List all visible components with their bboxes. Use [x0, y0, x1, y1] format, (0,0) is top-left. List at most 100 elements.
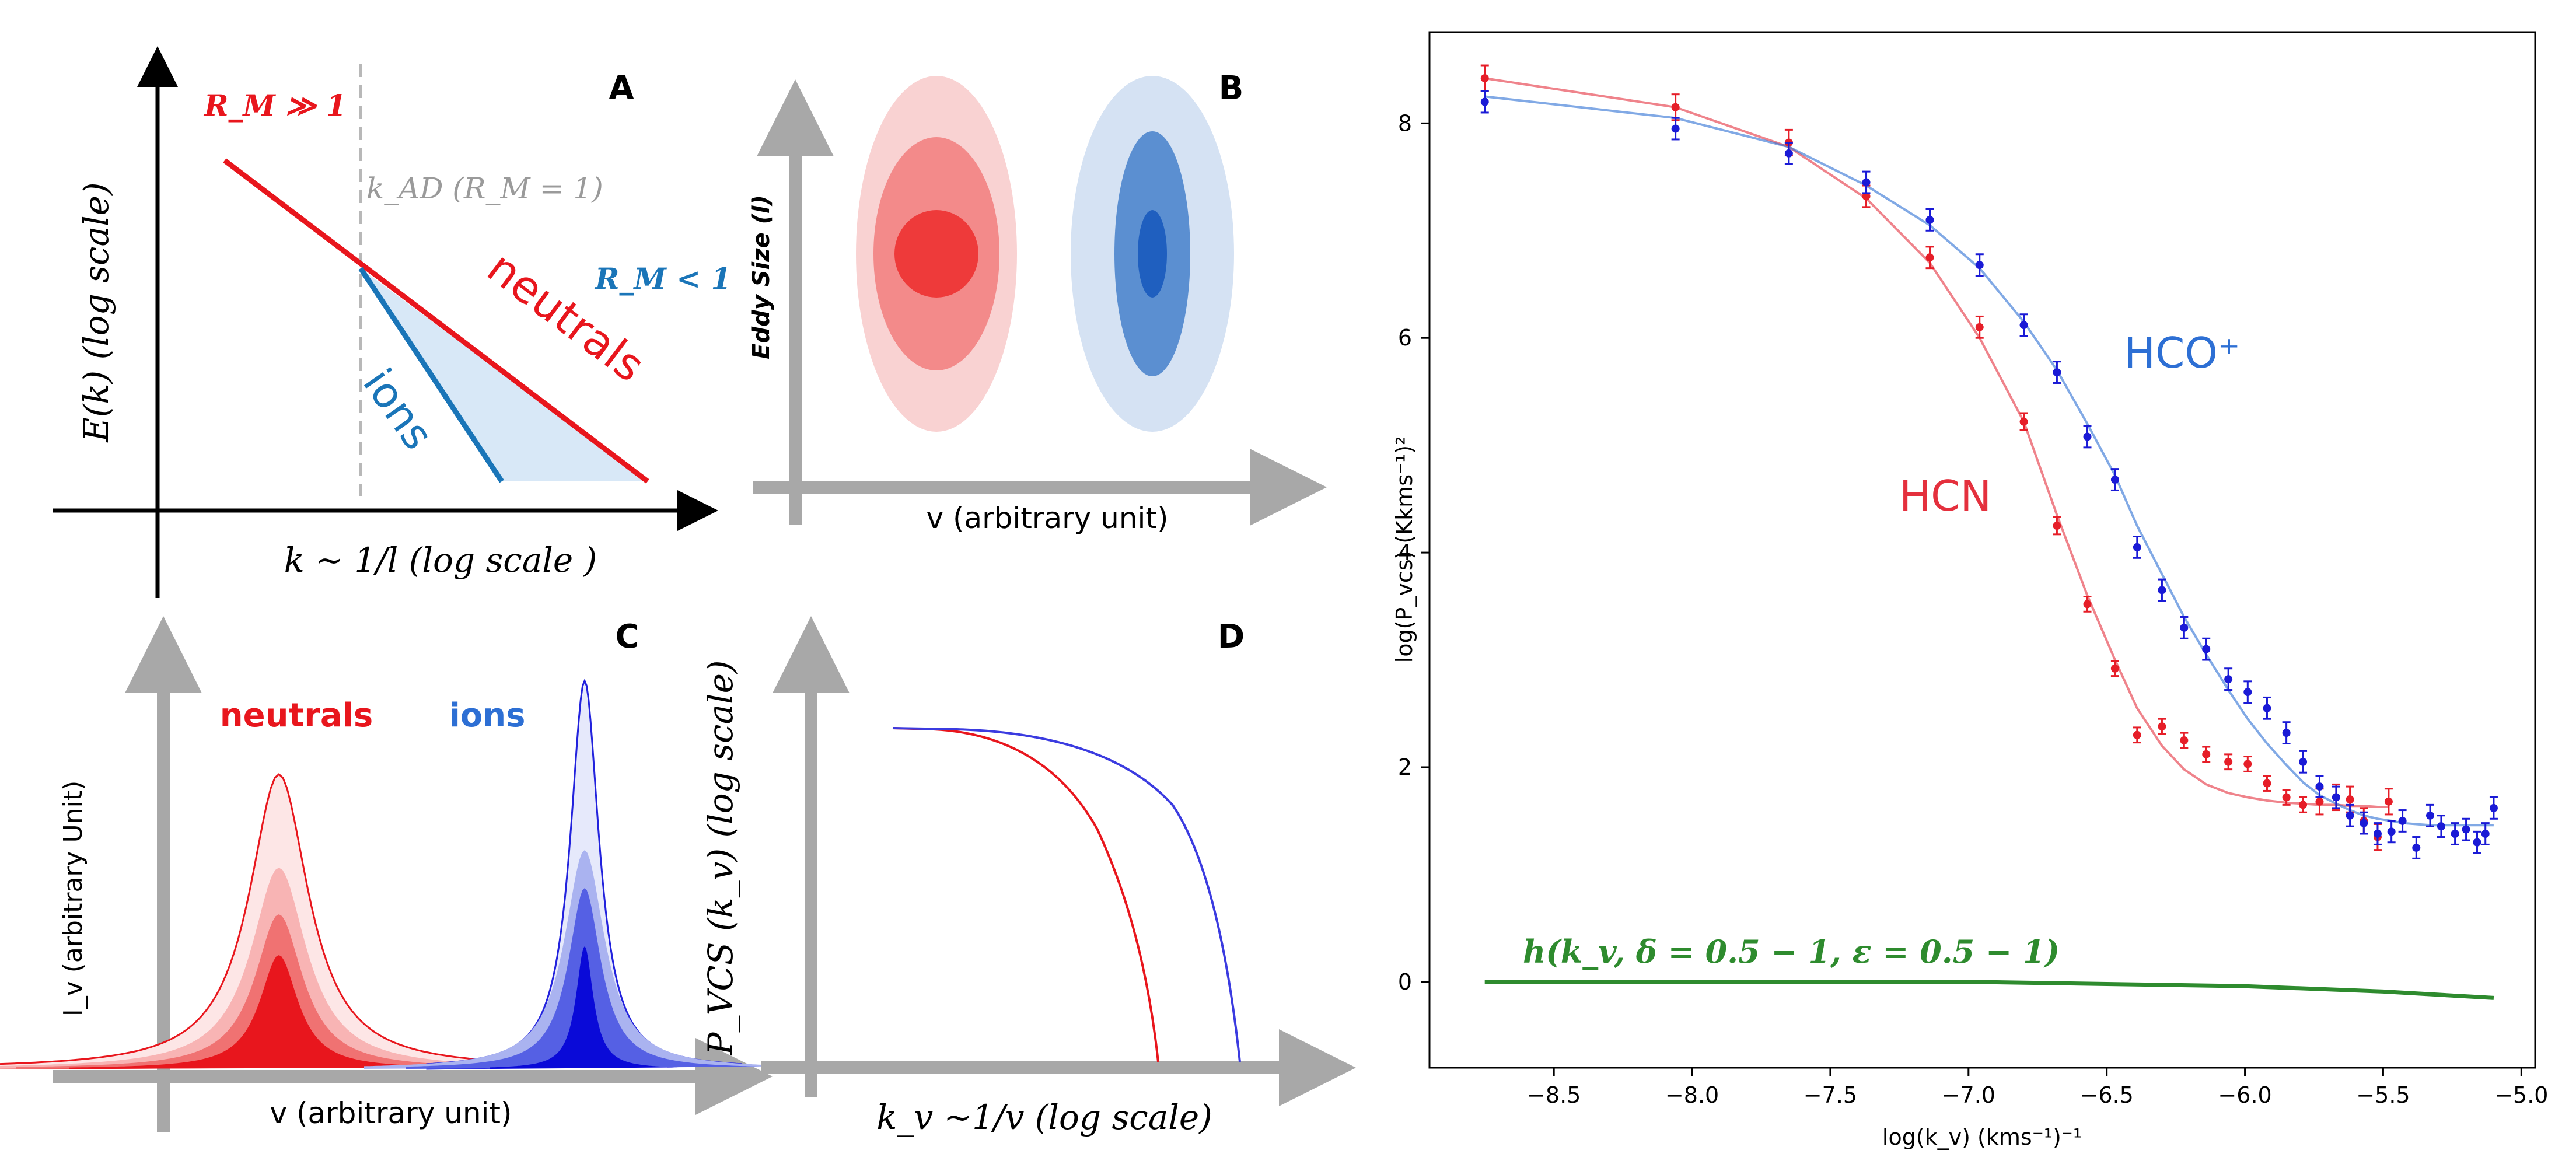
neutrals-peak-label: neutrals: [220, 697, 373, 735]
panel-a-x-label: k ~ 1/l (log scale ): [284, 540, 597, 580]
hcn-point: [2282, 789, 2291, 806]
panel-a-y-label: E(k) (log scale): [76, 182, 116, 442]
hco-point: [2263, 696, 2271, 720]
panel-d-x-label: k_v ~1/v (log scale): [876, 1097, 1212, 1137]
y-tick-label: 4: [1398, 540, 1412, 565]
hcn-point: [2133, 726, 2141, 744]
panel-d: D P_VCS (k_v) (log scale) k_v ~1/v (log …: [701, 616, 1356, 1137]
y-tick-label: 8: [1398, 110, 1412, 136]
y-tick-label: 2: [1398, 754, 1412, 780]
neutral-eddy-core: [894, 210, 978, 298]
hco-point: [1480, 90, 1489, 114]
y-tick-label: 6: [1398, 325, 1412, 351]
x-tick-label: −5.0: [2494, 1082, 2548, 1108]
hcn-annotation: HCN: [1899, 471, 1991, 520]
y-tick-label: 0: [1398, 969, 1412, 995]
hco-point: [2224, 667, 2233, 691]
hcn-point: [2019, 412, 2028, 431]
panel-c: C neutrals ions I_v (arbitrary Unit) v (…: [0, 616, 805, 1132]
ion-peak-core: [490, 946, 679, 1069]
hcn-point: [2053, 516, 2061, 536]
hcn-fit-curve: [1484, 77, 2389, 808]
hcn-point: [2263, 775, 2271, 792]
panel-c-x-label: v (arbitrary unit): [270, 1096, 512, 1130]
panel-a-label: A: [609, 69, 634, 107]
hco-point: [2451, 822, 2459, 845]
neutral-peak-core: [69, 955, 489, 1069]
hco-point: [2315, 775, 2324, 798]
hco-point: [2412, 836, 2421, 859]
hco-point: [2437, 815, 2445, 838]
panel-c-y-label: I_v (arbitrary Unit): [58, 781, 88, 1017]
hco-point: [1784, 141, 1793, 165]
chart-y-label: log(P_vcs) (Kkms⁻¹)²: [1392, 436, 1417, 663]
fit-curves: [1484, 77, 2494, 1000]
hcn-point: [1975, 315, 1984, 339]
hco-annotation: HCO⁺: [2124, 328, 2240, 377]
hcn-point: [2083, 596, 2092, 613]
hcn-point: [2384, 788, 2393, 816]
x-tick-label: −6.0: [2218, 1082, 2271, 1108]
h-function-annotation: h(k_v, δ = 0.5 − 1, ε = 0.5 − 1): [1523, 933, 2060, 970]
rm-large-label: R_M ≫ 1: [203, 88, 347, 123]
hco-point: [2083, 425, 2092, 449]
chart-frame: [1428, 31, 2536, 1069]
hcn-point: [2110, 660, 2119, 677]
hcn-point: [1480, 64, 1489, 92]
hco-point: [2019, 313, 2028, 337]
neutrals-vcs-curve: [892, 727, 1159, 1062]
x-axis-ticks: −8.5 −8.0 −7.5 −7.0 −6.5 −6.0 −5.5 −5.0: [1527, 1068, 2548, 1108]
panel-b-x-label: v (arbitrary unit): [926, 501, 1168, 535]
ions-vcs-curve: [892, 727, 1241, 1062]
hcn-point: [2158, 718, 2166, 735]
x-tick-label: −8.5: [1527, 1082, 1581, 1108]
hcn-point: [2299, 796, 2308, 813]
ions-peak-label: ions: [449, 697, 526, 735]
panel-b: B Eddy Size (l) v (arbitrary unit): [748, 69, 1327, 535]
data-points: [1480, 64, 2498, 859]
hcn-point: [2243, 756, 2252, 772]
hco-point: [2332, 785, 2340, 809]
hco-point: [2180, 616, 2189, 639]
hco-point: [2387, 820, 2396, 844]
neutrals-line: [223, 158, 649, 484]
hco-point: [2299, 750, 2308, 774]
hcn-point: [2224, 753, 2233, 771]
panel-b-label: B: [1219, 69, 1244, 107]
hco-point: [2158, 578, 2166, 602]
hco-fit-curve: [1484, 95, 2494, 827]
hco-point: [2425, 803, 2434, 827]
kad-label: k_AD (R_M = 1): [366, 172, 603, 205]
hco-point: [2053, 361, 2061, 384]
vcs-spectrum-chart: −8.5 −8.0 −7.5 −7.0 −6.5 −6.0 −5.5 −5.0 0 2 4 6 8 l…: [1392, 31, 2548, 1150]
h-function-curve: [1484, 980, 2494, 1000]
chart-x-label: log(k_v) (kms⁻¹)⁻¹: [1882, 1124, 2082, 1150]
x-tick-label: −6.5: [2080, 1082, 2134, 1108]
hco-point: [2489, 796, 2498, 820]
hco-point: [2360, 811, 2368, 835]
x-tick-label: −7.0: [1942, 1082, 1995, 1108]
hcn-point: [1925, 246, 1934, 270]
hcn-point: [2180, 732, 2189, 749]
hco-point: [2473, 830, 2481, 854]
hco-point: [2202, 637, 2211, 661]
hco-point: [2481, 822, 2490, 845]
hco-point: [2398, 809, 2407, 833]
panel-b-y-label: Eddy Size (l): [748, 195, 775, 359]
ion-eddy-core: [1138, 210, 1167, 298]
hco-point: [2110, 468, 2119, 491]
x-tick-label: −8.0: [1665, 1082, 1719, 1108]
hco-point: [2133, 536, 2141, 559]
panel-a: A R_M ≫ 1 k_AD (R_M = 1) R_M < 1 neutral…: [53, 46, 731, 598]
x-tick-label: −7.5: [1803, 1082, 1857, 1108]
panel-d-y-label: P_VCS (k_v) (log scale): [701, 660, 740, 1055]
ions-line: [358, 267, 504, 483]
hco-point: [2346, 803, 2354, 827]
hco-point: [1862, 170, 1871, 194]
hco-point: [1975, 253, 1984, 277]
hco-point: [2282, 721, 2291, 745]
hco-point: [1925, 208, 1934, 232]
hco-point: [2373, 822, 2382, 845]
hco-point: [2243, 680, 2252, 704]
